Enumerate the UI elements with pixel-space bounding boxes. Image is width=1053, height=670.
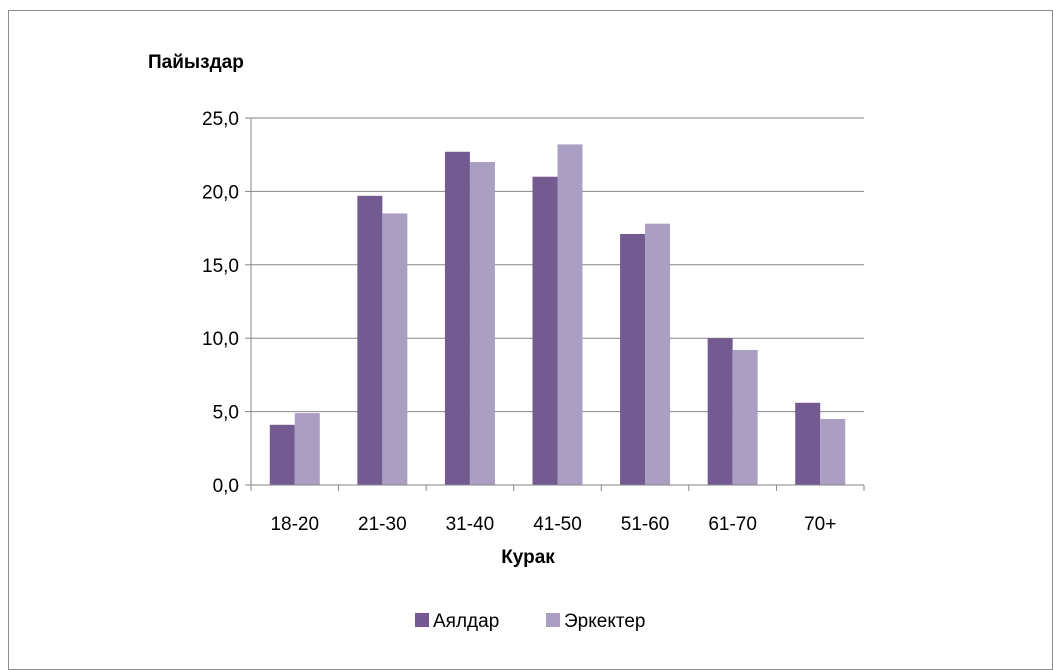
bar-women (795, 402, 821, 485)
y-axis-title: Пайыздар (148, 52, 244, 73)
bar-women (532, 176, 558, 485)
chart: Пайыздар 0,0 5,0 10,0 15,0 20,0 25,0 18-20 21-… (148, 52, 865, 632)
bar-women (620, 233, 646, 485)
x-tick-label: 18-20 (270, 514, 319, 535)
bar-women (444, 151, 470, 485)
legend-swatch (415, 613, 429, 627)
axes (250, 118, 865, 491)
x-tick-labels: 18-20 21-30 31-40 41-50 51-60 61-70 70+ (270, 514, 836, 535)
y-tick-label: 10,0 (202, 329, 239, 350)
y-tick-label: 20,0 (202, 182, 239, 203)
bar-men (732, 349, 758, 485)
legend-label: Эркектер (564, 611, 645, 632)
bar-men (294, 413, 320, 485)
x-tick-label: 51-60 (621, 514, 670, 535)
x-tick-label: 41-50 (533, 514, 582, 535)
bar-men (469, 162, 495, 486)
legend-swatch (546, 613, 560, 627)
x-tick-label: 31-40 (446, 514, 495, 535)
x-tick-label: 21-30 (358, 514, 407, 535)
bar-men (645, 223, 671, 486)
y-tick-label: 0,0 (213, 476, 239, 497)
legend-label: Аялдар (433, 611, 499, 632)
y-tick-label: 25,0 (202, 109, 239, 130)
legend: Аялдар Эркектер (415, 611, 645, 632)
bar-women (707, 338, 733, 485)
bar-men (557, 144, 583, 485)
bar-women (357, 195, 383, 485)
bars (269, 144, 846, 486)
x-tick-label: 70+ (804, 514, 836, 535)
y-tick-labels: 0,0 5,0 10,0 15,0 20,0 25,0 (202, 109, 239, 497)
bar-women (269, 424, 295, 485)
y-tick-label: 5,0 (213, 403, 239, 424)
x-axis-title: Курак (501, 547, 555, 568)
x-tick-label: 61-70 (708, 514, 757, 535)
bar-men (820, 418, 846, 485)
bar-men (382, 213, 408, 486)
y-tick-label: 15,0 (202, 256, 239, 277)
